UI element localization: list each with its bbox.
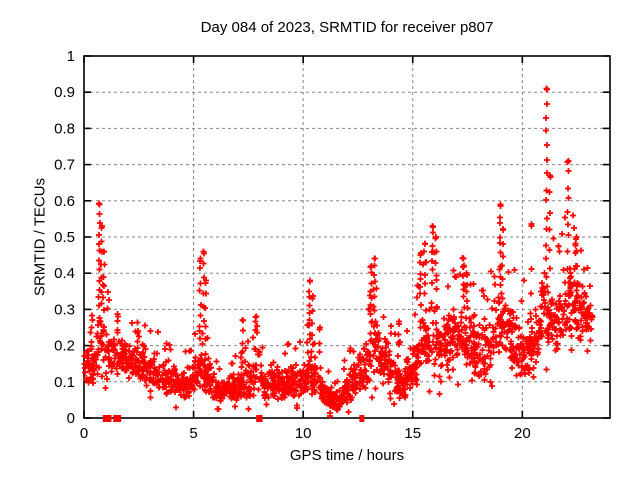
chart-title: Day 084 of 2023, SRMTID for receiver p80… xyxy=(200,19,494,36)
scatter-points xyxy=(81,85,596,419)
y-tick-label: 0.2 xyxy=(54,338,75,355)
y-tick-label: 0 xyxy=(67,410,75,427)
x-tick-label: 5 xyxy=(189,425,197,442)
y-tick-label: 0.8 xyxy=(54,120,75,137)
x-axis-label: GPS time / hours xyxy=(289,447,405,464)
zero-value-marker xyxy=(106,415,112,422)
y-tick-label: 0.3 xyxy=(54,301,75,318)
zero-value-marker xyxy=(113,415,119,422)
y-tick-label: 0.1 xyxy=(54,374,75,391)
y-tick-label: 0.6 xyxy=(54,193,75,210)
x-tick-label: 10 xyxy=(295,425,312,442)
y-tick-label: 0.9 xyxy=(54,84,75,101)
y-tick-label: 0.5 xyxy=(54,229,75,246)
x-tick-label: 0 xyxy=(80,425,88,442)
y-tick-label: 1 xyxy=(67,48,75,65)
x-tick-label: 15 xyxy=(404,425,421,442)
y-tick-label: 0.7 xyxy=(54,157,75,174)
zero-value-marker xyxy=(359,415,365,422)
x-tick-label: 20 xyxy=(514,425,531,442)
y-tick-label: 0.4 xyxy=(54,265,75,282)
zero-value-marker xyxy=(116,415,122,422)
zero-value-marker xyxy=(257,415,263,422)
